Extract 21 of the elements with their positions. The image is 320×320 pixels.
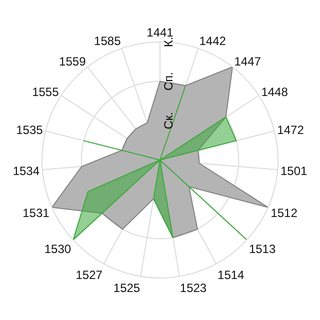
spoke-label: 1447 bbox=[234, 54, 262, 68]
y-tick-label: Сп. bbox=[162, 72, 176, 91]
y-tick-label: Ск. bbox=[162, 112, 176, 130]
spoke-label: 1585 bbox=[94, 34, 122, 48]
spoke-label: 1512 bbox=[270, 206, 298, 220]
spoke-label: 1442 bbox=[199, 34, 226, 48]
spoke-label: 1555 bbox=[32, 85, 60, 100]
spoke-label: 1527 bbox=[76, 268, 103, 282]
spoke-label: 1535 bbox=[16, 122, 44, 137]
spoke-label: 1523 bbox=[180, 280, 207, 295]
spoke-label: 1531 bbox=[22, 206, 50, 220]
spoke-label: 1559 bbox=[59, 54, 86, 68]
spoke-label: 1472 bbox=[277, 122, 304, 137]
y-tick-label: К. bbox=[162, 36, 176, 48]
spoke-label: 1525 bbox=[113, 280, 140, 295]
spoke-label: 1534 bbox=[12, 164, 40, 178]
spoke-label: 1501 bbox=[280, 164, 308, 178]
spoke-label: 1514 bbox=[218, 268, 245, 282]
spoke-label: 1513 bbox=[248, 242, 276, 256]
spoke-label: 1448 bbox=[261, 85, 288, 100]
spoke-label: 1530 bbox=[44, 242, 72, 256]
